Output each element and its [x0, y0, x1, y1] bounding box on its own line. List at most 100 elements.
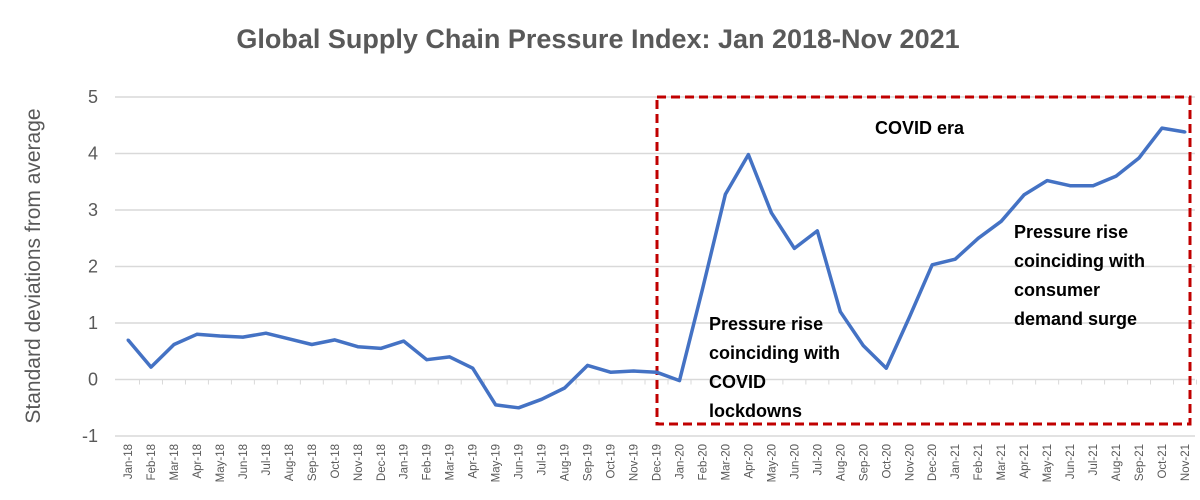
x-tick-label: May-19 — [491, 444, 503, 482]
x-tick-label: Nov-21 — [1180, 444, 1192, 481]
x-tick-label: May-20 — [766, 444, 778, 482]
data-point-Apr-21 — [1022, 193, 1026, 197]
chart-title: Global Supply Chain Pressure Index: Jan … — [236, 24, 959, 54]
x-tick-label: Sep-18 — [307, 444, 319, 481]
data-point-Dec-19 — [655, 370, 658, 374]
x-tick-label: Nov-19 — [629, 444, 641, 481]
covid-era-box — [655, 95, 1192, 426]
data-point-Dec-20 — [930, 263, 934, 267]
data-point-Apr-19 — [471, 366, 475, 370]
data-point-Jul-19 — [540, 397, 544, 401]
x-tick-label: Apr-19 — [468, 444, 480, 479]
data-point-Mar-18 — [172, 342, 176, 346]
annotation-line: coinciding with — [1014, 251, 1145, 271]
data-point-Mar-19 — [448, 355, 452, 359]
x-tick-label: Jul-18 — [261, 444, 273, 475]
data-point-Aug-20 — [838, 310, 842, 314]
x-tick-label: Mar-20 — [720, 444, 732, 480]
x-tick-label: Apr-20 — [743, 444, 755, 479]
x-tick-label: Apr-18 — [192, 444, 204, 479]
x-tick-label: Aug-21 — [1111, 444, 1123, 481]
x-tick-label: Sep-20 — [858, 444, 870, 481]
data-point-Nov-20 — [907, 315, 911, 319]
annotation-line: consumer — [1014, 280, 1100, 300]
data-point-May-20 — [769, 211, 773, 215]
annotation-line: demand surge — [1014, 309, 1137, 329]
data-point-Sep-19 — [586, 363, 590, 367]
data-points — [126, 126, 1187, 410]
x-tick-labels: Jan-18 Feb-18 Mar-18 Apr-18 May-18 Jun-18 Jul-… — [123, 444, 1192, 482]
y-tick-label: -1 — [82, 426, 98, 446]
data-point-Sep-21 — [1137, 156, 1141, 160]
data-point-Mar-21 — [999, 219, 1003, 223]
data-point-May-19 — [494, 403, 498, 407]
data-point-Jan-21 — [953, 257, 957, 261]
y-tick-label: 3 — [88, 200, 98, 220]
x-tick-label: Jan-20 — [674, 444, 686, 479]
data-point-Oct-21 — [1160, 126, 1164, 130]
y-tick-labels: -1 0 1 2 3 4 5 — [82, 87, 98, 446]
data-point-Aug-18 — [287, 337, 291, 341]
x-tick-label: Oct-18 — [330, 444, 342, 479]
x-tick-label: Feb-21 — [973, 444, 985, 480]
y-tick-label: 2 — [88, 257, 98, 277]
data-point-Jun-19 — [517, 406, 521, 410]
x-tick-label: Jan-18 — [123, 444, 135, 479]
x-tick-label: Dec-18 — [376, 444, 388, 481]
data-point-Aug-21 — [1114, 174, 1118, 178]
data-point-Jun-21 — [1068, 184, 1072, 188]
x-tick-label: Aug-20 — [835, 444, 847, 481]
x-tick-label: Mar-18 — [169, 444, 181, 480]
x-tick-label: Jan-21 — [950, 444, 962, 479]
data-point-Dec-18 — [379, 346, 383, 350]
data-point-Aug-19 — [563, 386, 567, 390]
data-point-Sep-18 — [310, 342, 314, 346]
annotation-line: COVID — [709, 372, 766, 392]
annotation-line: lockdowns — [709, 401, 802, 421]
data-point-Jan-20 — [677, 379, 681, 383]
x-tick-label: Oct-19 — [606, 444, 618, 479]
annotation-line: Pressure rise — [709, 314, 823, 334]
data-point-Jun-20 — [792, 246, 796, 250]
x-tick-label: Nov-18 — [353, 444, 365, 481]
data-point-Nov-19 — [632, 369, 636, 373]
annotation-line: coinciding with — [709, 343, 840, 363]
x-tick-label: Mar-21 — [996, 444, 1008, 480]
y-tick-label: 4 — [88, 144, 98, 164]
data-point-Oct-18 — [333, 338, 337, 342]
x-tick-label: Feb-18 — [146, 444, 158, 480]
data-point-May-21 — [1045, 179, 1049, 183]
x-tick-label: Jul-20 — [812, 444, 824, 475]
data-point-Nov-21 — [1183, 130, 1187, 134]
data-point-Jan-19 — [402, 339, 406, 343]
x-tick-label: Apr-21 — [1019, 444, 1031, 479]
x-tick-label: May-21 — [1042, 444, 1054, 482]
y-tick-label: 1 — [88, 313, 98, 333]
y-tick-label: 0 — [88, 370, 98, 390]
x-tick-label: Dec-20 — [927, 444, 939, 481]
x-tick-label: Oct-20 — [881, 444, 893, 479]
data-point-Nov-18 — [356, 345, 360, 349]
x-tick-label: Jan-19 — [399, 444, 411, 479]
x-tick-label: Jun-18 — [238, 444, 250, 479]
x-tick-label: Aug-18 — [284, 444, 296, 481]
data-point-May-18 — [218, 334, 222, 338]
data-point-Feb-21 — [976, 236, 980, 240]
data-point-Jul-18 — [264, 331, 268, 335]
data-point-Apr-20 — [746, 153, 750, 157]
x-tick-label: Sep-19 — [583, 444, 595, 481]
x-tick-label: May-18 — [215, 444, 227, 482]
x-tick-label: Dec-19 — [652, 444, 664, 481]
data-point-Feb-20 — [700, 287, 704, 291]
x-tick-label: Jun-21 — [1065, 444, 1077, 479]
covid-era-label: COVID era — [875, 118, 965, 138]
data-point-Jul-21 — [1091, 184, 1095, 188]
annotation-demand: Pressure rise coinciding with consumer d… — [1014, 222, 1145, 329]
x-tick-label: Oct-21 — [1157, 444, 1169, 479]
data-point-Sep-20 — [861, 344, 865, 348]
x-tick-label: Feb-20 — [697, 444, 709, 480]
data-point-Feb-18 — [149, 365, 153, 369]
x-tick-label: Nov-20 — [904, 444, 916, 481]
x-tick-label: Mar-19 — [445, 444, 457, 480]
